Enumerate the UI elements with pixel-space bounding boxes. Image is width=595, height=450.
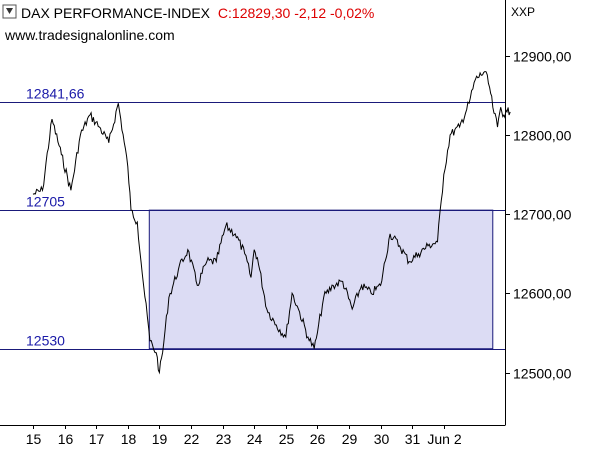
x-tick-label-0: 15 — [26, 431, 42, 447]
x-tick-label-4: 19 — [152, 431, 168, 447]
x-tick-label-3: 18 — [121, 431, 137, 447]
range-box — [148, 209, 494, 350]
x-tick-label-6: 23 — [216, 431, 232, 447]
x-tick-label-2: 17 — [89, 431, 105, 447]
x-tick-label-10: 29 — [342, 431, 358, 447]
chart-header: DAX PERFORMANCE-INDEX C:12829,30 -2,12 -… — [2, 4, 535, 43]
y-tick-label-0: 12500,00 — [513, 366, 572, 382]
y-tick-label-4: 12900,00 — [513, 49, 572, 65]
level-label-2: 12530 — [26, 333, 65, 349]
x-tick-label-12: 31 — [405, 431, 421, 447]
last-quote: C:12829,30 -2,12 -0,02% — [218, 5, 374, 21]
level-label-1: 12705 — [26, 194, 65, 210]
x-tick-label-1: 16 — [58, 431, 74, 447]
level-label-0: 12841,66 — [26, 86, 85, 102]
x-tick-label-9: 26 — [310, 431, 326, 447]
price-line — [32, 70, 511, 375]
x-tick-label-11: 30 — [374, 431, 390, 447]
x-tick-label-8: 25 — [279, 431, 295, 447]
collapse-arrow-icon[interactable] — [2, 4, 17, 19]
instrument-name: DAX PERFORMANCE-INDEX — [21, 5, 211, 21]
x-tick-label-13: Jun 2 — [427, 431, 461, 447]
x-tick-label-7: 24 — [247, 431, 263, 447]
website-label: www.tradesignalonline.com — [4, 27, 175, 43]
y-tick-label-3: 12800,00 — [513, 128, 572, 144]
y-tick-label-1: 12600,00 — [513, 286, 572, 302]
exchange-label: XXP — [511, 5, 535, 19]
x-tick-label-5: 22 — [184, 431, 200, 447]
svg-text:DAX PERFORMANCE-INDEX C:: DAX PERFORMANCE-INDEX C:12829,30 -2,12 -… — [21, 5, 374, 21]
y-tick-label-2: 12700,00 — [513, 207, 572, 223]
